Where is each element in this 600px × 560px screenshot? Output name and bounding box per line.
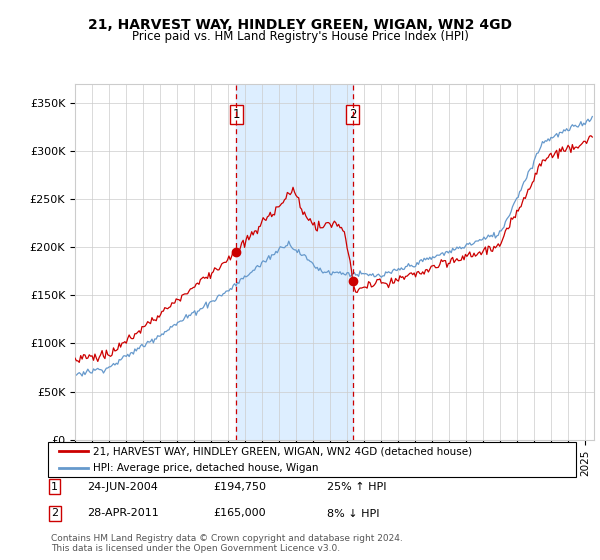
Text: 1: 1 (233, 108, 240, 122)
Text: Price paid vs. HM Land Registry's House Price Index (HPI): Price paid vs. HM Land Registry's House … (131, 30, 469, 43)
Text: 1: 1 (51, 482, 58, 492)
Text: 21, HARVEST WAY, HINDLEY GREEN, WIGAN, WN2 4GD (detached house): 21, HARVEST WAY, HINDLEY GREEN, WIGAN, W… (93, 446, 472, 456)
Text: 25% ↑ HPI: 25% ↑ HPI (327, 482, 386, 492)
Text: 28-APR-2011: 28-APR-2011 (87, 508, 159, 519)
Text: 21, HARVEST WAY, HINDLEY GREEN, WIGAN, WN2 4GD: 21, HARVEST WAY, HINDLEY GREEN, WIGAN, W… (88, 18, 512, 32)
Text: £194,750: £194,750 (213, 482, 266, 492)
Bar (236, 84, 353, 440)
Text: 2: 2 (51, 508, 58, 519)
FancyBboxPatch shape (48, 442, 576, 477)
Text: £165,000: £165,000 (213, 508, 266, 519)
Text: 2: 2 (349, 108, 356, 122)
Text: HPI: Average price, detached house, Wigan: HPI: Average price, detached house, Wiga… (93, 464, 319, 473)
Text: Contains HM Land Registry data © Crown copyright and database right 2024.
This d: Contains HM Land Registry data © Crown c… (51, 534, 403, 553)
Text: 8% ↓ HPI: 8% ↓ HPI (327, 508, 380, 519)
Text: 24-JUN-2004: 24-JUN-2004 (87, 482, 158, 492)
